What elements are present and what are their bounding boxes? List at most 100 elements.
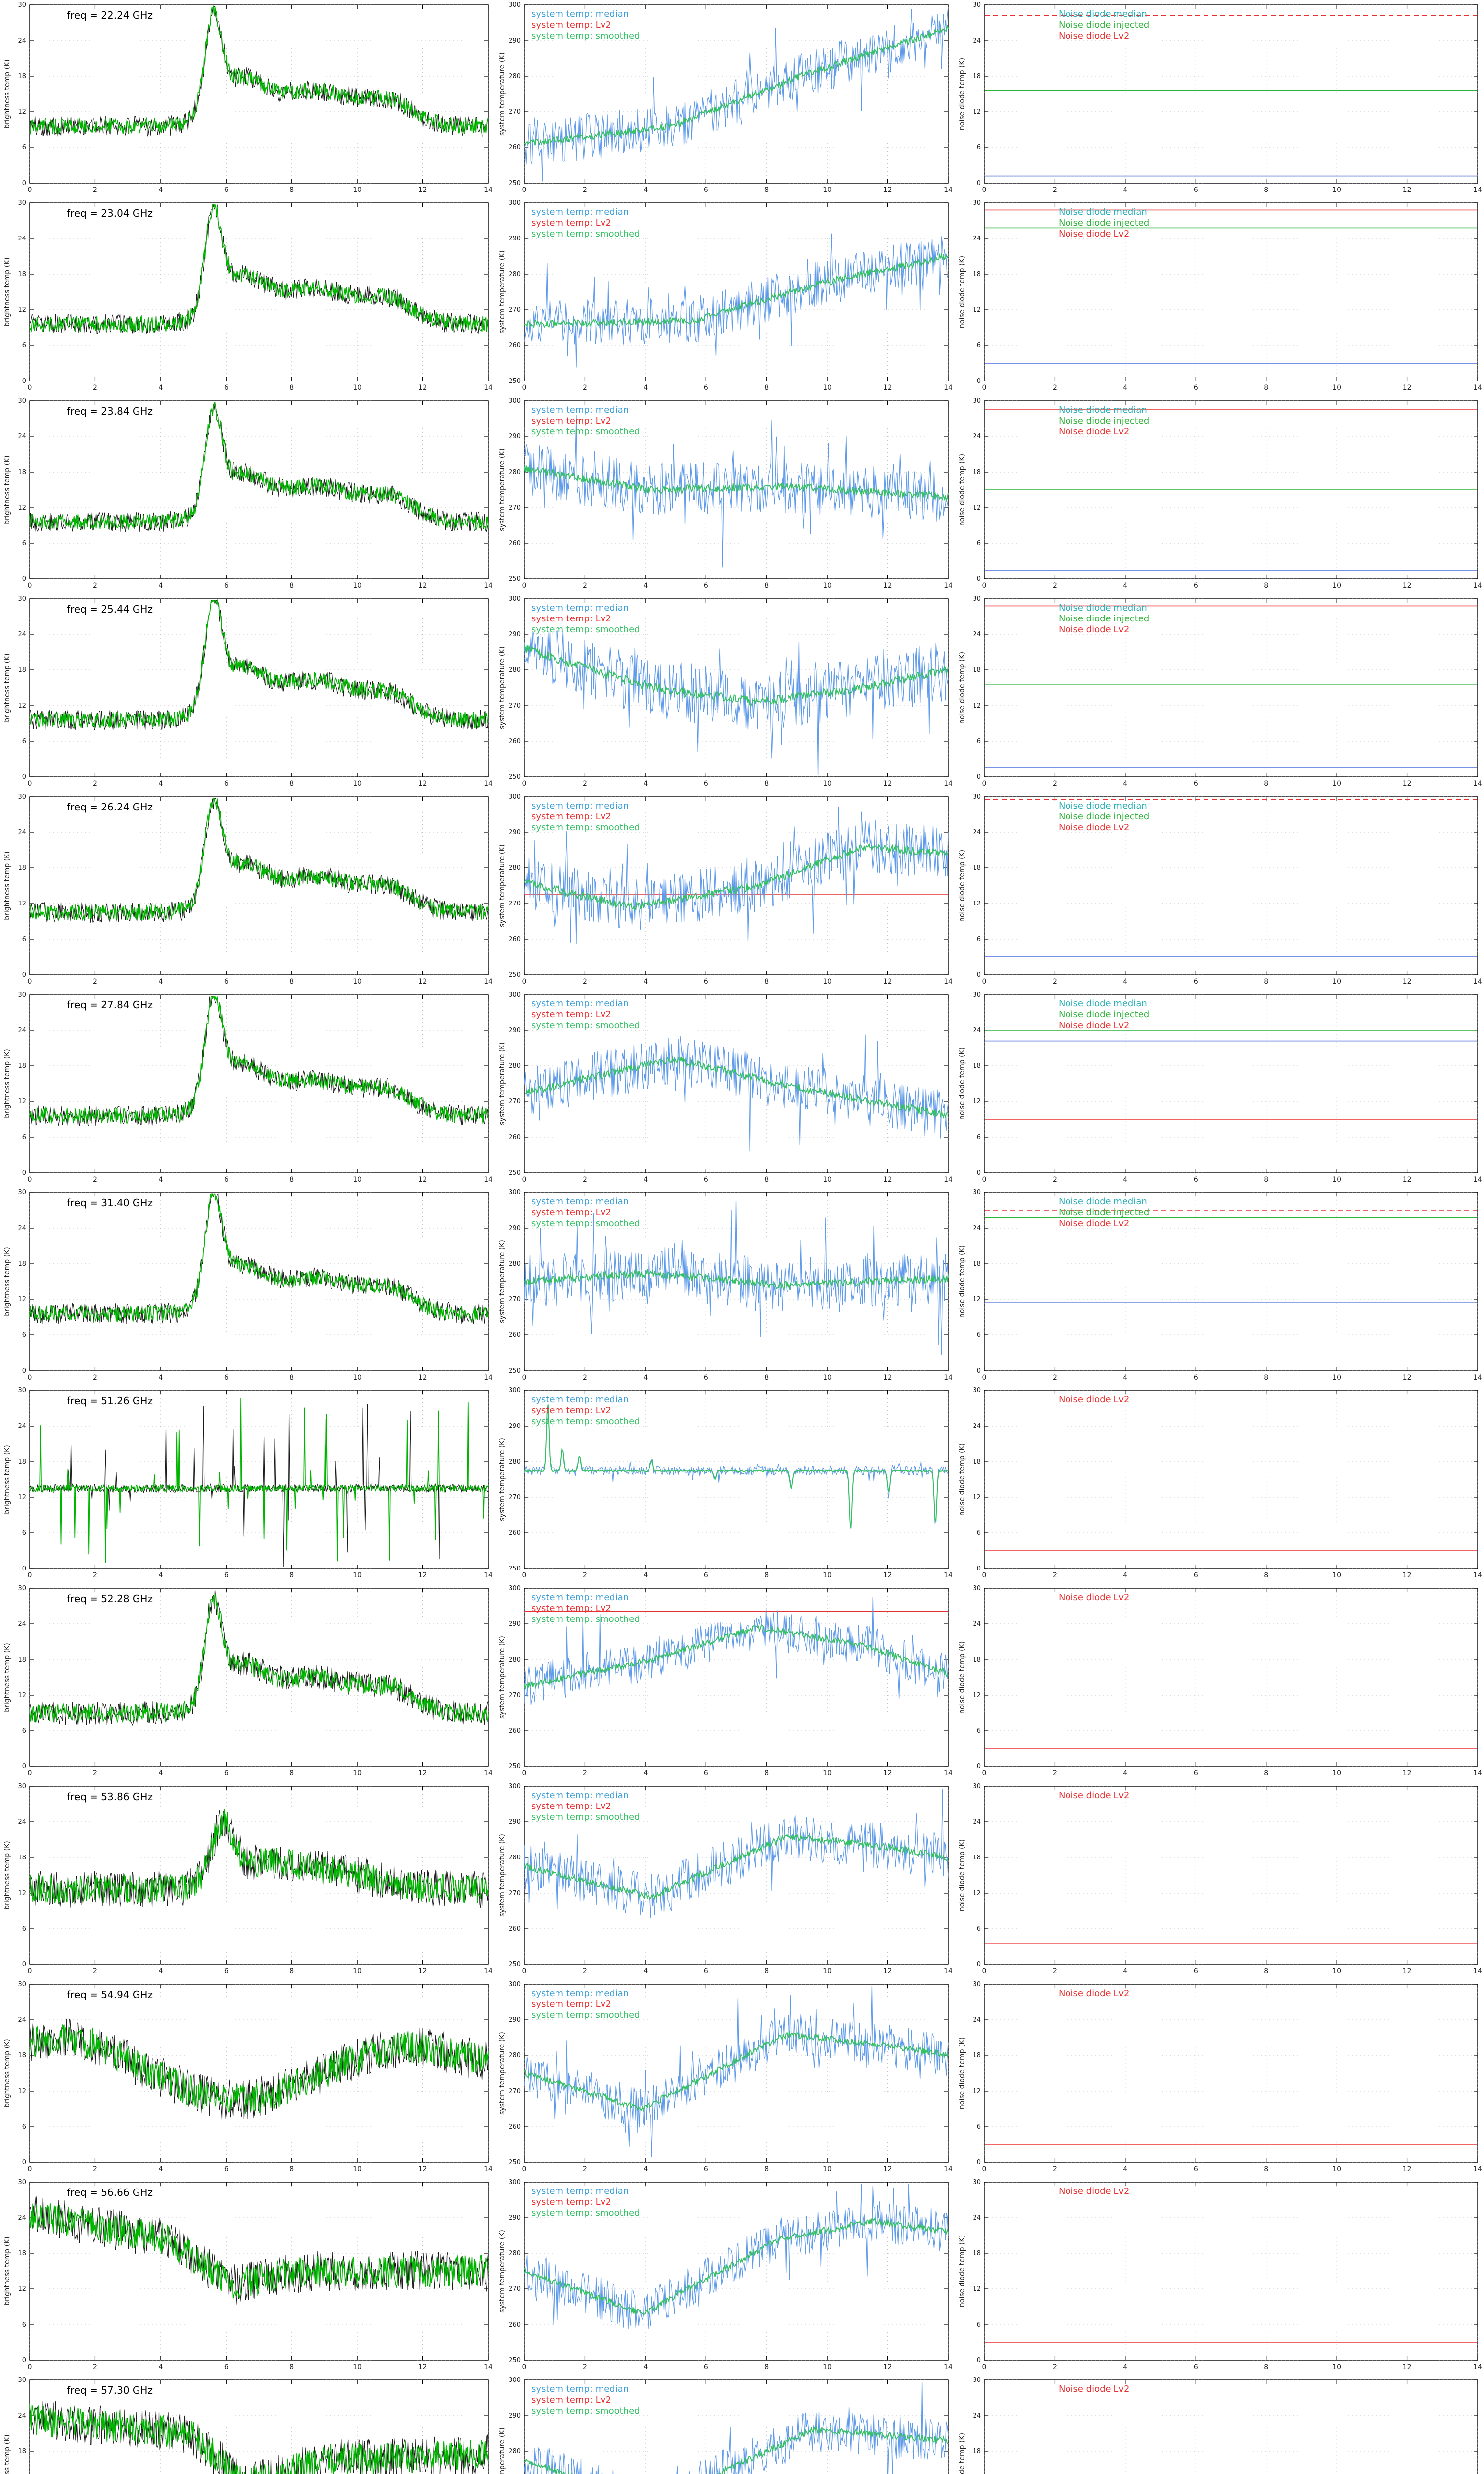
y-tick-label: 270: [509, 1890, 521, 1897]
y-tick-label: 24: [973, 1225, 981, 1232]
x-tick-label: 4: [1123, 978, 1127, 986]
y-tick-label: 18: [18, 864, 26, 872]
plot-frame: [984, 1786, 1478, 1965]
legend-entry: system temp: Lv2: [531, 811, 611, 822]
y-axis-label: system temperature (K): [498, 646, 506, 729]
x-tick-label: 2: [93, 780, 97, 788]
y-tick-label: 6: [977, 1332, 981, 1339]
systemp-raw-trace: [524, 1597, 949, 1705]
y-tick-label: 30: [973, 2377, 981, 2384]
plot-frame: [29, 598, 489, 777]
x-tick-label: 4: [158, 1176, 163, 1184]
y-tick-label: 12: [18, 504, 26, 512]
x-tick-label: 12: [883, 1571, 892, 1579]
y-tick-label: 260: [509, 1727, 521, 1735]
x-tick-label: 14: [944, 978, 952, 986]
x-tick-label: 2: [93, 1571, 97, 1579]
y-tick-label: 6: [977, 936, 981, 943]
legend-entry: system temp: median: [531, 1790, 629, 1801]
middle-plot-svg: 0 2 4 6 8 10 12 14 250 260 270 280 290 300 system temp…: [498, 1585, 952, 1777]
y-tick-label: 6: [977, 1529, 981, 1537]
x-tick-label: 6: [704, 1374, 708, 1381]
x-tick-label: 10: [1332, 1571, 1341, 1579]
legend-entry: Noise diode Lv2: [1059, 1790, 1129, 1801]
y-tick-label: 250: [509, 378, 521, 385]
x-tick-label: 2: [1053, 780, 1057, 788]
y-tick-label: 290: [509, 2214, 521, 2222]
y-tick-label: 24: [973, 1027, 981, 1034]
x-tick-label: 14: [1473, 2165, 1482, 2173]
y-tick-label: 12: [973, 2285, 981, 2293]
plot-frame: [984, 598, 1478, 777]
y-tick-label: 24: [973, 2412, 981, 2420]
x-tick-label: 10: [353, 1176, 362, 1184]
x-tick-label: 0: [982, 186, 987, 194]
y-axis-label: system temperature (K): [498, 1438, 506, 1521]
y-axis-label: brightness temp (K): [3, 1841, 11, 1910]
x-tick-label: 8: [764, 2165, 769, 2173]
x-tick-label: 14: [484, 384, 492, 392]
y-axis-label: noise diode temp (K): [958, 1245, 966, 1318]
x-tick-label: 2: [583, 2165, 587, 2173]
x-tick-label: 0: [982, 384, 987, 392]
x-tick-label: 6: [224, 1769, 229, 1777]
x-tick-label: 6: [224, 1374, 229, 1381]
x-tick-label: 8: [764, 1571, 769, 1579]
y-tick-label: 0: [22, 2159, 26, 2166]
x-tick-label: 4: [643, 2165, 648, 2173]
x-tick-label: 8: [764, 1769, 769, 1777]
x-tick-label: 2: [583, 384, 587, 392]
y-tick-label: 30: [18, 1783, 26, 1790]
y-tick-label: 290: [509, 2016, 521, 2024]
x-tick-label: 8: [764, 384, 769, 392]
system-temp-panel: 0 2 4 6 8 10 12 14 250 260 270 280 290 300 system temp…: [495, 594, 955, 792]
x-tick-label: 0: [28, 1571, 32, 1579]
y-tick-label: 270: [509, 900, 521, 907]
y-tick-label: 300: [509, 1585, 521, 1592]
y-tick-label: 280: [509, 1062, 521, 1070]
y-tick-label: 24: [18, 235, 26, 242]
x-tick-label: 12: [418, 978, 427, 986]
spectrum-trace-black: [29, 1590, 489, 1726]
y-tick-label: 270: [509, 306, 521, 314]
y-tick-label: 24: [973, 2214, 981, 2222]
x-tick-label: 4: [1123, 1769, 1127, 1777]
y-tick-label: 18: [18, 73, 26, 80]
x-tick-label: 2: [583, 1374, 587, 1381]
x-tick-label: 2: [1053, 2165, 1057, 2173]
y-axis-label: noise diode temp (K): [958, 2037, 966, 2109]
y-tick-label: 18: [973, 864, 981, 872]
x-tick-label: 10: [1332, 780, 1341, 788]
y-tick-label: 270: [509, 1098, 521, 1105]
y-tick-label: 30: [973, 1585, 981, 1592]
y-axis-label: system temperature (K): [498, 1636, 506, 1719]
systemp-smoothed-trace: [524, 1624, 948, 1690]
plot-frame: [524, 202, 949, 381]
x-tick-label: 10: [823, 186, 832, 194]
x-tick-label: 14: [484, 978, 492, 986]
x-tick-label: 8: [289, 780, 294, 788]
x-tick-label: 10: [1332, 1176, 1341, 1184]
spectrum-trace-black: [29, 996, 489, 1127]
plot-frame: [984, 2182, 1478, 2361]
y-tick-label: 24: [18, 1027, 26, 1034]
legend-entry: system temp: median: [531, 1988, 629, 1998]
x-tick-label: 10: [823, 1176, 832, 1184]
y-tick-label: 270: [509, 1296, 521, 1303]
x-tick-label: 6: [704, 1176, 708, 1184]
y-tick-label: 6: [22, 1332, 26, 1339]
freq-label: freq = 52.28 GHz: [67, 1593, 153, 1605]
spectrum-trace-green: [29, 798, 489, 922]
x-tick-label: 8: [764, 1176, 769, 1184]
x-tick-label: 6: [224, 384, 229, 392]
x-tick-label: 8: [289, 1967, 294, 1975]
